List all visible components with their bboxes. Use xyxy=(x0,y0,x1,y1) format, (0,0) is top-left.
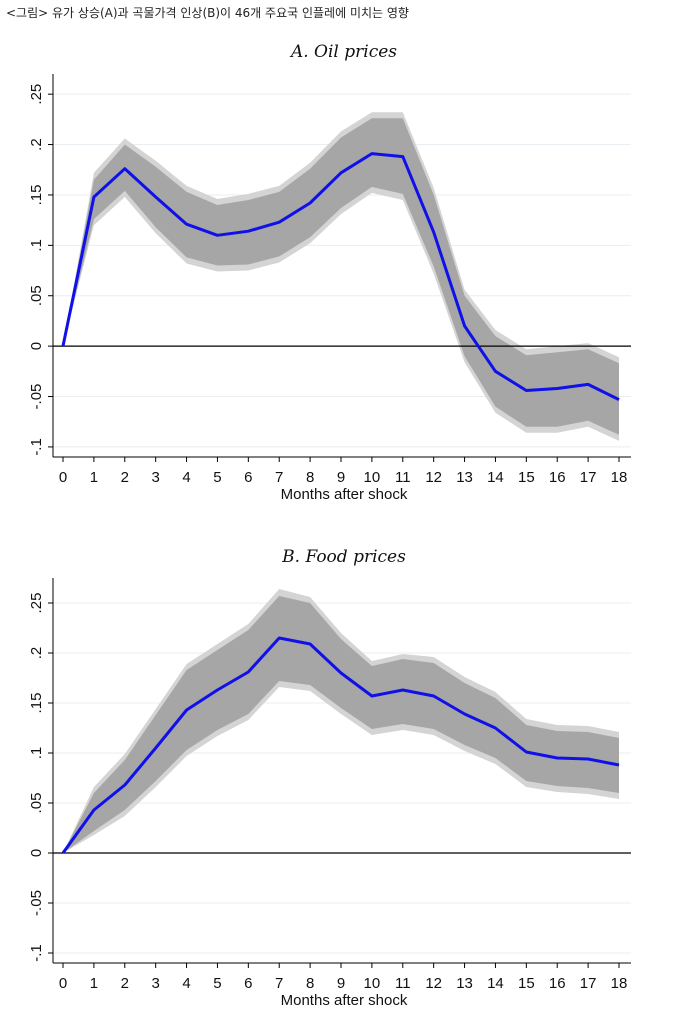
panel-b-x-tick-label: 1 xyxy=(90,975,98,992)
panel-a-x-tick-label: 18 xyxy=(611,469,628,486)
panel-a-x-axis-label: Months after shock xyxy=(281,486,408,503)
panel-b-y-tick-label: 0 xyxy=(28,849,45,857)
panel-a-x-tick-label: 13 xyxy=(456,469,473,486)
panel-a-estimate-line xyxy=(61,152,620,401)
panel-b-x-tick-label: 13 xyxy=(456,975,473,992)
panel-a-chart: A. Oil prices-.1-.050.05.1.15.2.250 1 2 3 4 5… xyxy=(28,42,631,503)
panel-b-y-tick-label: .1 xyxy=(28,747,45,760)
panel-b-title: B. Food prices xyxy=(281,547,406,567)
panel-b-x-tick-label: 6 xyxy=(244,975,252,992)
panel-a-y-tick-label: .25 xyxy=(28,84,45,105)
panel-b-inner-confidence-band xyxy=(63,596,619,853)
panel-a-x-tick-label: 11 xyxy=(395,469,411,486)
panel-a-y-tick-label: -.1 xyxy=(28,438,45,456)
panel-a-x-tick-label: 9 xyxy=(337,469,345,486)
panel-b-x-tick-label: 14 xyxy=(487,975,504,992)
panel-a-y-tick-label: .2 xyxy=(28,138,45,151)
panel-b-y-tick-label: -.05 xyxy=(28,890,45,916)
panel-a-x-tick-label: 15 xyxy=(518,469,535,486)
panel-a-x-tick-label: 6 xyxy=(244,469,252,486)
panel-a-x-tick-label: 5 xyxy=(213,469,221,486)
panel-a-x-tick-label: 14 xyxy=(487,469,504,486)
panel-a-x-tick-label: 16 xyxy=(549,469,566,486)
panel-a-x-tick-label: 4 xyxy=(182,469,190,486)
panel-b-x-tick-label: 12 xyxy=(425,975,442,992)
panel-b-y-tick-label: .2 xyxy=(28,647,45,660)
panel-b-x-tick-label: 17 xyxy=(580,975,597,992)
panel-a-y-tick-label: .05 xyxy=(28,285,45,306)
panel-a-x-tick-label: 8 xyxy=(306,469,314,486)
panel-a-x-tick-label: 2 xyxy=(121,469,129,486)
panel-b-x-tick-label: 16 xyxy=(549,975,566,992)
panel-a-x-tick-label: 17 xyxy=(580,469,597,486)
panel-a-title: A. Oil prices xyxy=(289,42,397,62)
panel-b-y-tick-label: .25 xyxy=(28,593,45,614)
panel-a-x-tick-label: 0 xyxy=(59,469,67,486)
panel-b-x-tick-label: 0 xyxy=(59,975,67,992)
panel-a-y-tick-label: .15 xyxy=(28,185,45,206)
panel-b-x-tick-label: 11 xyxy=(395,975,411,992)
panel-b-x-tick-label: 9 xyxy=(337,975,345,992)
panel-b-x-tick-label: 7 xyxy=(275,975,283,992)
figure-caption: <그림> 유가 상승(A)과 곡물가격 인상(B)이 46개 주요국 인플레에 … xyxy=(6,6,409,20)
panel-a-y-tick-label: -.05 xyxy=(28,384,45,410)
panel-a-x-tick-label: 1 xyxy=(90,469,98,486)
panel-b-chart: B. Food prices-.1-.050.05.1.15.2.250 1 2 3 4… xyxy=(28,547,631,1009)
panel-b-x-tick-label: 3 xyxy=(151,975,159,992)
panel-b-x-tick-label: 10 xyxy=(364,975,381,992)
panel-a-x-tick-label: 10 xyxy=(364,469,381,486)
panel-b-y-tick-label: .15 xyxy=(28,693,45,714)
panel-a-x-tick-label: 7 xyxy=(275,469,283,486)
panel-b-x-axis-label: Months after shock xyxy=(281,992,408,1009)
panel-b-x-tick-label: 2 xyxy=(121,975,129,992)
panel-a-x-tick-label: 12 xyxy=(425,469,442,486)
panel-b-y-tick-label: -.1 xyxy=(28,944,45,962)
panel-a-y-tick-label: .1 xyxy=(28,239,45,252)
panel-b-estimate-line xyxy=(61,636,620,854)
panel-a-y-tick-label: 0 xyxy=(28,342,45,350)
panel-b-outer-confidence-band xyxy=(63,589,619,853)
panel-b-y-tick-label: .05 xyxy=(28,793,45,814)
panel-b-x-tick-label: 15 xyxy=(518,975,535,992)
panel-b-x-tick-label: 8 xyxy=(306,975,314,992)
panel-a-x-tick-label: 3 xyxy=(151,469,159,486)
panel-b-x-tick-label: 18 xyxy=(611,975,628,992)
panel-b-x-tick-label: 4 xyxy=(182,975,190,992)
panel-a-inner-confidence-band xyxy=(63,118,619,435)
panel-b-x-tick-label: 5 xyxy=(213,975,221,992)
